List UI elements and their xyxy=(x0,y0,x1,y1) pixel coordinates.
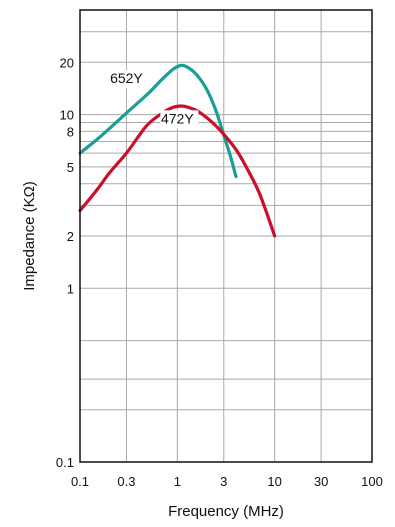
y-tick-label: 1 xyxy=(67,281,74,296)
x-tick-label: 30 xyxy=(314,474,328,489)
series-label-652y: 652Y xyxy=(110,70,143,86)
x-axis-label: Frequency (MHz) xyxy=(168,503,284,520)
y-tick-label: 0.1 xyxy=(56,455,74,470)
y-tick-label: 20 xyxy=(60,55,74,70)
x-tick-label: 0.3 xyxy=(117,474,135,489)
frame-layer xyxy=(79,9,373,463)
series-line-472y xyxy=(78,104,277,238)
series-layer xyxy=(78,63,277,238)
series-line-652y xyxy=(78,63,238,179)
series-label-bg-472y xyxy=(160,110,199,129)
y-tick-label: 8 xyxy=(67,124,74,139)
x-tick-label: 100 xyxy=(361,474,383,489)
grid-layer xyxy=(80,10,372,462)
x-tick-label: 1 xyxy=(174,474,181,489)
x-tick-label: 0.1 xyxy=(71,474,89,489)
series-label-472y: 472Y xyxy=(161,110,194,126)
x-tick-label: 3 xyxy=(220,474,227,489)
series-label-bg-652y xyxy=(109,69,148,88)
y-tick-label: 5 xyxy=(67,160,74,175)
y-tick-label: 10 xyxy=(60,108,74,123)
y-tick-label: 2 xyxy=(67,229,74,244)
plot-frame xyxy=(79,9,373,463)
x-tick-label: 10 xyxy=(267,474,281,489)
label-layer: Frequency (MHz) Impedance (KΩ) 652Y 472Y 0… xyxy=(21,55,383,520)
y-axis-label: Impedance (KΩ) xyxy=(21,181,38,291)
